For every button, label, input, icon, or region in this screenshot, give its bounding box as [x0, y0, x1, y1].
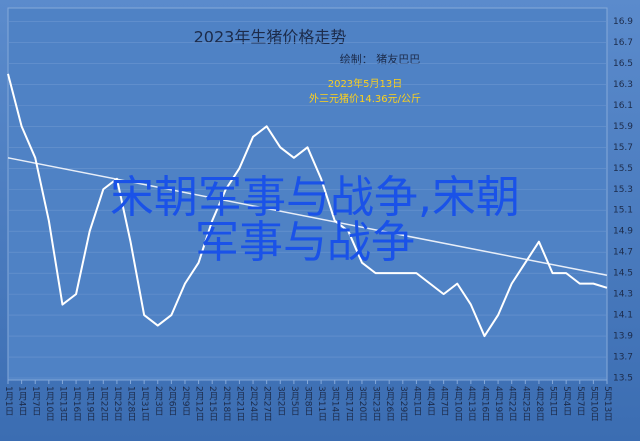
price-line [7, 73, 608, 338]
x-tick-label: 1月7日 [30, 386, 41, 415]
x-tick-label: 4月13日 [466, 386, 477, 421]
plot-area [7, 7, 608, 381]
trend-line [7, 157, 608, 276]
y-tick-label: 15.3 [613, 185, 633, 195]
x-tick-label: 3月14日 [330, 386, 341, 421]
y-tick-label: 14.5 [613, 269, 633, 279]
x-tick-label: 2月3日 [153, 386, 164, 415]
x-tick-label: 1月1日 [3, 386, 14, 415]
watermark: 宋朝军事与战争,宋朝 [110, 172, 520, 223]
x-tick-label: 4月22日 [507, 386, 518, 421]
y-tick-label: 14.3 [613, 290, 633, 300]
y-tick-label: 14.1 [613, 311, 633, 321]
annotation: 外三元猪价14.36元/公斤 [309, 93, 421, 105]
x-tick-label: 4月1日 [411, 386, 422, 415]
chart-title: 2023年生猪价格走势 [194, 28, 347, 47]
annotation: 2023年5月13日 [328, 77, 403, 90]
x-tick-label: 5月7日 [575, 386, 586, 415]
x-tick-label: 1月16日 [71, 386, 82, 421]
x-tick-label: 1月10日 [44, 386, 55, 421]
x-tick-label: 3月8日 [303, 386, 314, 415]
x-tick-label: 1月22日 [98, 386, 109, 421]
y-tick-label: 14.7 [613, 248, 633, 258]
x-tick-label: 4月4日 [425, 386, 436, 415]
x-tick-label: 3月29日 [398, 386, 409, 421]
y-tick-label: 15.5 [613, 164, 633, 174]
x-tick-label: 4月19日 [493, 386, 504, 421]
x-tick-label: 4月28日 [534, 386, 545, 421]
y-tick-label: 16.1 [613, 101, 633, 111]
y-tick-label: 16.3 [613, 80, 633, 90]
x-tick-label: 5月10日 [588, 386, 599, 421]
chart-subtitle: 绘制： 猪友巴巴 [340, 52, 421, 66]
x-tick-label: 1月25日 [112, 386, 123, 421]
x-tick-label: 2月24日 [248, 386, 259, 421]
x-tick-label: 2月18日 [221, 386, 232, 421]
x-tick-label: 4月16日 [479, 386, 490, 421]
x-tick-label: 1月31日 [139, 386, 150, 421]
x-tick-label: 1月4日 [17, 386, 28, 415]
x-tick-label: 3月5日 [289, 386, 300, 415]
y-tick-label: 13.9 [613, 332, 633, 342]
y-tick-label: 16.9 [613, 17, 633, 27]
x-tick-label: 2月27日 [262, 386, 273, 421]
x-tick-label: 3月23日 [371, 386, 382, 421]
x-tick-label: 3月26日 [384, 386, 395, 421]
watermark: 军事与战争 [195, 217, 415, 268]
y-tick-label: 16.7 [613, 38, 633, 48]
x-tick-label: 4月7日 [439, 386, 450, 415]
x-tick-label: 2月6日 [166, 386, 177, 415]
y-tick-label: 15.7 [613, 143, 633, 153]
x-tick-label: 2月12日 [194, 386, 205, 421]
x-tick-label: 5月1日 [548, 386, 559, 415]
marks: 13.5 13.7 13.9 14.1 14.3 14.5 14.7 14.9 15.1 15.3… [3, 17, 633, 421]
x-tick-label: 1月19日 [85, 386, 96, 421]
y-tick-label: 16.5 [613, 59, 633, 69]
x-tick-label: 2月21日 [234, 386, 245, 421]
x-tick-label: 2月15日 [207, 386, 218, 421]
x-tick-label: 5月4日 [561, 386, 572, 415]
x-tick-label: 3月11日 [316, 386, 327, 421]
x-tick-label: 1月28日 [126, 386, 137, 421]
x-tick-label: 5月13日 [602, 386, 613, 421]
y-tick-label: 13.5 [613, 374, 633, 384]
x-tick-label: 2月9日 [180, 386, 191, 415]
y-tick-label: 15.9 [613, 122, 633, 132]
x-tick-label: 3月20日 [357, 386, 368, 421]
x-tick-label: 4月25日 [520, 386, 531, 421]
y-tick-label: 15.1 [613, 206, 633, 216]
x-tick-label: 3月2日 [275, 386, 286, 415]
y-tick-label: 14.9 [613, 227, 633, 237]
x-tick-label: 4月10日 [452, 386, 463, 421]
x-tick-label: 1月13日 [57, 386, 68, 421]
x-tick-label: 3月17日 [343, 386, 354, 421]
y-tick-label: 13.7 [613, 353, 633, 363]
